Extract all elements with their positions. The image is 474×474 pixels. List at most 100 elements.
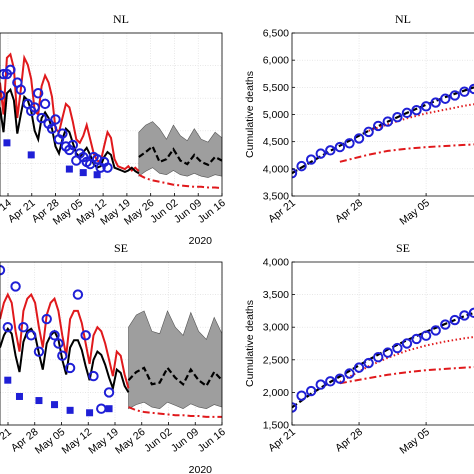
observed-circle [33,346,45,357]
x-tick-label: May 05 [397,426,432,457]
observed-circle [292,167,298,179]
year-label: 2020 [189,235,213,247]
observed-circle [29,102,40,113]
chart-title: NL [395,12,411,26]
y-tick-label: 4,500 [263,136,289,148]
observed-circle [292,402,298,413]
observed-circle [102,162,113,173]
observed-circle [440,319,451,330]
observed-circle [325,145,336,156]
series-dashdot-red [138,173,222,190]
observed-circle [430,325,441,336]
x-tick-label: Jun 09 [169,426,201,455]
y-axis-label: Cumulative deaths [244,300,256,387]
series-dashed-black [292,86,474,175]
y-tick-label: 3,500 [263,191,289,203]
chart-title: SE [114,241,128,255]
chart-title: SE [396,241,410,255]
y-tick-label: 4,000 [263,257,289,269]
observed-circle [459,310,470,321]
observed-circle [72,289,84,300]
observed-circle [296,160,307,172]
chart-title: NL [113,12,129,26]
observed-circle [411,104,422,116]
observed-circle [382,116,393,127]
x-tick-label: May 26 [113,426,148,457]
series-dashdot-red [339,366,474,385]
observed-circle [305,154,317,165]
series-solid-red [0,292,130,389]
observed-circle [0,264,6,276]
year-label: 2020 [189,464,213,474]
observed-circle [49,330,60,341]
observed-circle [353,133,365,144]
observed-circle [315,379,326,390]
y-tick-label: 3,000 [263,322,289,334]
x-tick-label: Apr 28 [333,426,365,455]
observed-circle [449,314,461,326]
y-axis-label: Cumulative deaths [244,71,256,158]
series-solid-black [0,87,140,175]
observed-circle [430,97,441,108]
observed-circle [103,387,115,398]
observed-circle [88,370,99,382]
y-tick-label: 5,000 [263,109,289,121]
series-dashdot-red [128,406,222,418]
x-tick-label: Jun 16 [196,426,228,455]
observed-square [65,165,73,173]
observed-circle [41,313,52,325]
observed-circle [353,362,365,373]
observed-circle [64,362,76,374]
observed-circle [420,101,432,112]
observed-square [51,401,59,409]
observed-square [3,139,11,147]
observed-circle [344,368,355,379]
observed-circle [36,112,47,124]
series-dashed-black [127,365,222,388]
y-tick-label: 6,500 [263,28,289,40]
y-tick-label: 2,500 [263,354,289,366]
chart-NL-cumulative: NL 3,500 4,000 4,500 5,000 5,500 6,000 6,500 Apr… [244,12,474,228]
x-tick-label: Apr 28 [333,197,365,226]
plot-area [0,52,222,190]
plot-frame [0,261,223,426]
observed-circle [15,84,27,95]
y-tick-label: 6,000 [263,55,289,67]
observed-circle [392,342,403,354]
plot-frame [0,32,223,197]
observed-circle [96,403,107,414]
observed-circle [32,88,44,99]
plot-frame [291,261,474,426]
observed-circle [2,322,13,333]
observed-square [66,406,74,414]
observed-circle [449,90,461,101]
series-dashed-black [138,144,222,167]
y-tick-label: 5,500 [263,82,289,94]
series-dashdot-red [339,143,474,163]
y-tick-label: 1,500 [263,420,289,432]
observed-circle [373,120,384,132]
observed-circle [344,138,355,149]
y-tick-label: 3,500 [263,289,289,301]
observed-circle [363,126,374,138]
observed-circle [440,93,451,104]
observed-circle [363,357,374,369]
observed-circle [18,322,29,333]
observed-circle [57,128,68,139]
uncertainty-band [128,310,222,410]
observed-square [15,392,23,400]
observed-circle [296,390,307,401]
y-tick-label: 4,000 [263,163,289,175]
observed-circle [46,123,58,134]
observed-circle [305,385,317,397]
observed-circle [392,112,403,123]
observed-circle [50,114,61,125]
observed-square [93,171,101,179]
x-tick-label: May 05 [397,197,432,228]
observed-circle [25,330,37,341]
observed-square [79,169,87,177]
observed-circle [401,107,413,119]
